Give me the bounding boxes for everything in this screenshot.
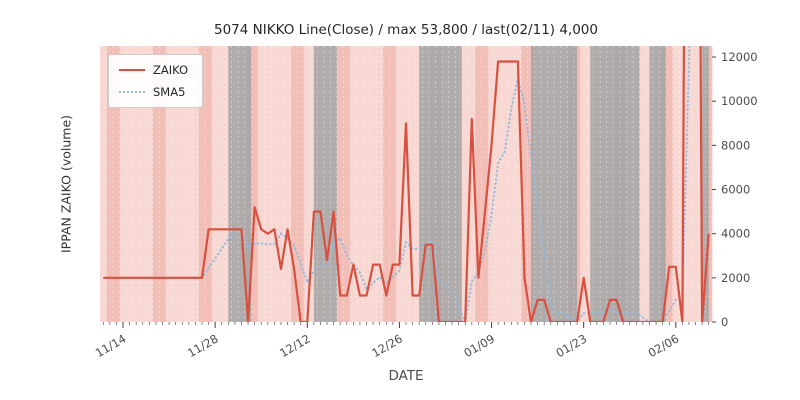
svg-text:8000: 8000 xyxy=(721,138,750,152)
svg-text:11/14: 11/14 xyxy=(93,331,129,360)
svg-text:01/09: 01/09 xyxy=(461,331,497,360)
svg-text:12/26: 12/26 xyxy=(369,331,405,360)
x-axis-label: DATE xyxy=(388,368,424,384)
svg-text:12/12: 12/12 xyxy=(277,331,313,360)
legend-label-sma5: SMA5 xyxy=(153,85,186,99)
svg-text:11/28: 11/28 xyxy=(185,331,221,360)
legend-item-zaiko: ZAIKO xyxy=(119,63,188,77)
svg-text:12000: 12000 xyxy=(721,50,758,64)
svg-text:6000: 6000 xyxy=(721,183,750,197)
svg-text:02/06: 02/06 xyxy=(646,331,682,360)
svg-text:10000: 10000 xyxy=(721,94,758,108)
svg-text:0: 0 xyxy=(721,315,728,329)
chart-title: 5074 NIKKO Line(Close) / max 53,800 / la… xyxy=(214,22,598,38)
zaiko-line-sample-icon xyxy=(119,69,145,71)
svg-text:01/23: 01/23 xyxy=(553,331,589,360)
svg-text:2000: 2000 xyxy=(721,271,750,285)
legend-label-zaiko: ZAIKO xyxy=(153,63,189,77)
legend-item-sma5: SMA5 xyxy=(119,85,188,99)
svg-text:4000: 4000 xyxy=(721,227,750,241)
legend: ZAIKO SMA5 xyxy=(108,54,204,108)
sma5-line-sample-icon xyxy=(119,91,145,93)
